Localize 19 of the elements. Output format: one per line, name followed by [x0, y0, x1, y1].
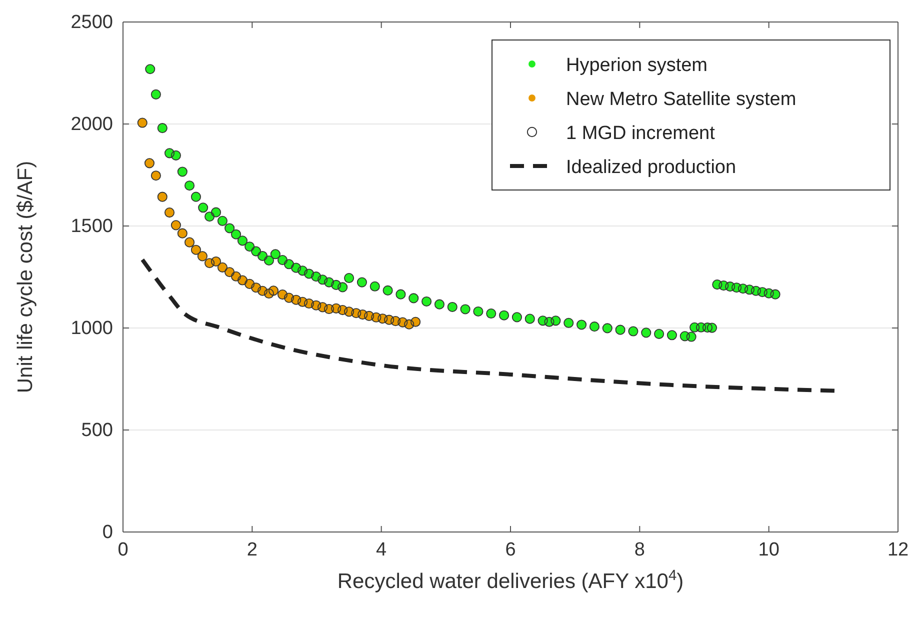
legend-label: 1 MGD increment — [566, 123, 716, 144]
x-tick-label: 8 — [634, 539, 645, 560]
y-tick-label: 2500 — [70, 12, 113, 34]
x-axis-title: Recycled water deliveries (AFY x10$^{4}$) — [337, 568, 684, 593]
y-tick-label: 0 — [102, 522, 113, 544]
legend-label: New Metro Satellite system — [566, 89, 796, 110]
y-tick-label: 2000 — [70, 114, 113, 136]
y-tick-label: 500 — [81, 420, 113, 442]
x-tick-label: 10 — [758, 539, 780, 560]
x-tick-label: 0 — [118, 539, 128, 560]
x-tick-label: 12 — [887, 539, 909, 560]
x-tick-label: 6 — [505, 539, 516, 560]
y-tick-label: 1000 — [70, 318, 113, 340]
y-tick-label: 1500 — [70, 216, 113, 238]
x-tick-label: 4 — [376, 539, 388, 560]
x-tick-label: 2 — [246, 539, 258, 560]
legend-label: Hyperion system — [566, 55, 708, 76]
legend-label: Idealized production — [566, 157, 736, 178]
y-axis-title: Unit life cycle cost ($/AF) — [14, 160, 37, 394]
